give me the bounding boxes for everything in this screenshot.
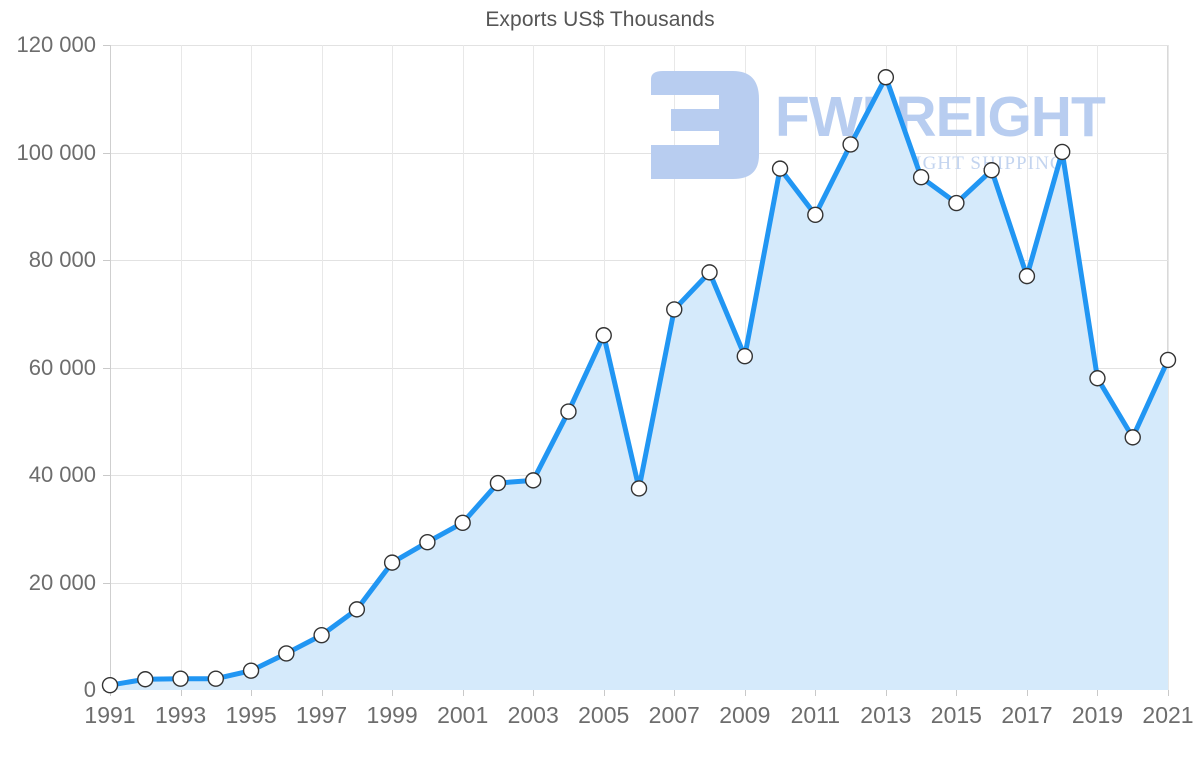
- data-point-marker[interactable]: [242, 662, 260, 679]
- gridline-vertical: [392, 45, 394, 690]
- y-axis-tick-label: 0: [83, 677, 96, 702]
- x-axis-tick-mark: [815, 690, 817, 696]
- data-point-marker[interactable]: [419, 533, 436, 551]
- data-point-marker[interactable]: [595, 327, 612, 344]
- area-fill-path: [110, 77, 1168, 690]
- gridline-vertical: [180, 45, 182, 690]
- gridline-horizontal: [110, 45, 1168, 46]
- data-point-marker[interactable]: [348, 601, 366, 618]
- y-axis-tick-mark: [103, 582, 110, 584]
- data-point-marker[interactable]: [1124, 429, 1141, 446]
- y-axis-tick-mark: [103, 152, 110, 154]
- x-axis-tick-mark: [180, 690, 182, 696]
- x-axis-tick-label: 2019: [1071, 702, 1124, 728]
- x-axis-tick-mark: [1097, 690, 1099, 696]
- data-point-marker[interactable]: [560, 403, 577, 420]
- gridline-horizontal: [110, 475, 1168, 476]
- gridline-vertical: [251, 45, 253, 690]
- data-point-markers: [101, 69, 1177, 694]
- x-axis-tick-mark: [744, 690, 746, 696]
- data-point-marker[interactable]: [1159, 351, 1177, 369]
- x-axis-tick-label: 2013: [860, 702, 912, 728]
- x-axis-tick-label: 2011: [790, 702, 841, 728]
- data-point-marker[interactable]: [172, 670, 189, 687]
- data-point-marker[interactable]: [912, 169, 930, 186]
- data-point-marker[interactable]: [771, 160, 789, 177]
- data-point-marker[interactable]: [101, 676, 119, 694]
- x-axis-tick-label: 1997: [296, 702, 348, 728]
- gridline-horizontal: [110, 260, 1168, 261]
- x-axis-tick-mark: [321, 690, 323, 696]
- data-point-marker[interactable]: [983, 162, 1000, 179]
- y-axis-tick-mark: [103, 45, 110, 46]
- data-point-marker[interactable]: [701, 264, 718, 281]
- data-point-marker[interactable]: [948, 194, 965, 212]
- y-axis-line: [110, 45, 111, 691]
- gridline-horizontal: [110, 152, 1168, 154]
- y-axis-tick-label: 80 000: [28, 247, 96, 272]
- data-point-marker[interactable]: [736, 348, 753, 365]
- data-point-marker[interactable]: [454, 514, 471, 532]
- x-axis-tick-label: 1993: [154, 702, 207, 728]
- data-point-marker[interactable]: [1053, 143, 1071, 161]
- x-axis-tick-label: 2007: [648, 702, 700, 728]
- x-axis-tick-mark: [956, 690, 958, 696]
- x-axis-tick-mark: [603, 690, 605, 696]
- data-point-marker[interactable]: [489, 474, 507, 492]
- data-point-marker[interactable]: [278, 645, 295, 662]
- data-point-marker[interactable]: [313, 626, 330, 644]
- gridline-horizontal: [110, 367, 1168, 369]
- x-axis-tick-label: 2017: [1001, 702, 1053, 728]
- y-axis-tick-label: 40 000: [28, 462, 96, 487]
- x-axis-tick-mark: [462, 690, 464, 696]
- data-point-marker[interactable]: [1089, 370, 1106, 387]
- x-axis-tick-mark: [674, 690, 676, 696]
- data-point-marker[interactable]: [807, 206, 824, 224]
- y-axis-tick-label: 120 000: [16, 32, 96, 57]
- y-axis-tick-mark: [103, 367, 110, 369]
- x-axis-tick-mark: [533, 690, 535, 696]
- data-point-marker[interactable]: [877, 69, 895, 86]
- data-point-marker[interactable]: [666, 301, 683, 318]
- x-axis-tick-mark: [885, 690, 887, 696]
- x-axis-tick-label: 2001: [437, 702, 489, 728]
- data-point-marker[interactable]: [842, 136, 859, 153]
- y-axis-tick-label: 60 000: [28, 354, 96, 380]
- x-axis-tick-label: 2009: [719, 702, 771, 728]
- data-point-marker[interactable]: [383, 554, 401, 571]
- gridline-vertical: [533, 45, 535, 690]
- data-point-marker[interactable]: [1018, 267, 1036, 285]
- x-axis-tick-label: 1991: [84, 702, 136, 728]
- x-axis-tick-mark: [251, 690, 253, 696]
- y-axis-tick-label: 20 000: [28, 569, 96, 595]
- y-axis-tick-mark: [103, 260, 110, 261]
- x-axis-tick-label: 1995: [225, 702, 277, 728]
- chart-title: Exports US$ Thousands: [485, 8, 715, 31]
- x-axis-tick-label: 2015: [930, 702, 982, 728]
- x-axis-tick-label: 2005: [578, 702, 630, 728]
- data-point-marker[interactable]: [207, 670, 225, 687]
- data-point-marker[interactable]: [137, 671, 154, 688]
- x-axis-tick-label: 2021: [1142, 702, 1194, 728]
- gridline-vertical: [321, 45, 323, 690]
- gridline-vertical: [462, 45, 464, 690]
- x-axis-tick-label: 2003: [507, 702, 559, 728]
- x-axis-tick-mark: [1168, 690, 1169, 696]
- x-axis-tick-mark: [1026, 690, 1028, 696]
- x-axis-tick-label: 1999: [366, 702, 418, 728]
- data-point-marker[interactable]: [525, 472, 542, 489]
- y-axis-tick-label: 100 000: [16, 139, 96, 165]
- x-axis-tick-mark: [392, 690, 394, 696]
- data-point-marker[interactable]: [630, 480, 648, 497]
- y-axis-tick-mark: [103, 475, 110, 476]
